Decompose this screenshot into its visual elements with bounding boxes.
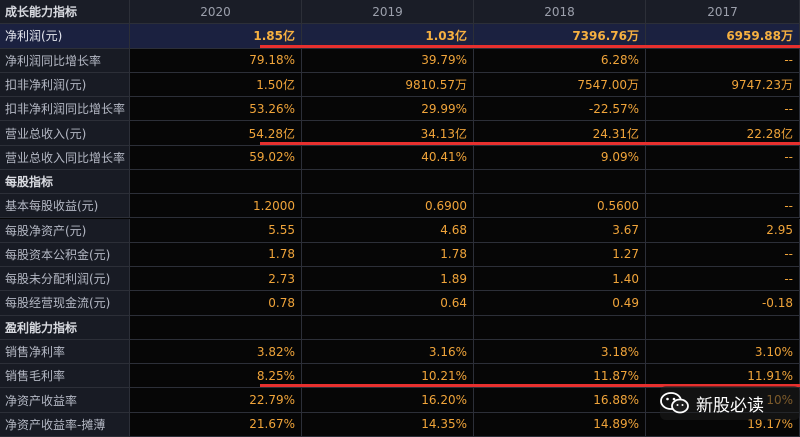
watermark: 新股必读 <box>660 386 800 420</box>
value-cell: 3.18% <box>474 339 646 365</box>
row-label: 扣非净利润(元) <box>0 72 130 98</box>
empty-cell <box>302 169 474 195</box>
empty-cell <box>130 315 302 340</box>
value-cell: 2.73 <box>130 267 302 292</box>
value-cell: -- <box>646 194 800 219</box>
value-cell: 1.85亿 <box>130 24 302 49</box>
section-label: 盈利能力指标 <box>0 315 130 340</box>
value-cell: 5.55 <box>130 218 302 243</box>
value-cell: 7396.76万 <box>474 24 646 49</box>
value-cell: 3.16% <box>302 339 474 365</box>
column-header: 2018 <box>474 0 646 25</box>
row-label: 每股经营现金流(元) <box>0 291 130 316</box>
value-cell: 1.78 <box>302 242 474 268</box>
value-cell: -- <box>646 267 800 292</box>
value-cell: 2.95 <box>646 218 800 243</box>
value-cell: 9.09% <box>474 145 646 170</box>
section-label: 每股指标 <box>0 169 130 195</box>
value-cell: 16.20% <box>302 388 474 413</box>
value-cell: 22.28亿 <box>646 121 800 146</box>
value-cell: 3.10% <box>646 339 800 365</box>
row-label: 营业总收入同比增长率 <box>0 145 130 170</box>
value-cell: -0.18 <box>646 291 800 316</box>
row-label: 净利润(元) <box>0 24 130 49</box>
value-cell: 3.67 <box>474 218 646 243</box>
watermark-text: 新股必读 <box>696 395 764 416</box>
value-cell: -- <box>646 242 800 268</box>
row-label: 销售毛利率 <box>0 364 130 389</box>
value-cell: 3.82% <box>130 339 302 365</box>
empty-cell <box>474 315 646 340</box>
value-cell: -- <box>646 97 800 122</box>
empty-cell <box>130 169 302 195</box>
row-label: 基本每股收益(元) <box>0 194 130 219</box>
value-cell: 14.35% <box>302 412 474 437</box>
value-cell: 54.28亿 <box>130 121 302 146</box>
value-cell: 0.49 <box>474 291 646 316</box>
empty-cell <box>646 169 800 195</box>
value-cell: -- <box>646 145 800 170</box>
value-cell: 0.6900 <box>302 194 474 219</box>
value-cell: 59.02% <box>130 145 302 170</box>
value-cell: 16.88% <box>474 388 646 413</box>
value-cell: 4.68 <box>302 218 474 243</box>
value-cell: 1.2000 <box>130 194 302 219</box>
value-cell: 40.41% <box>302 145 474 170</box>
value-cell: 0.64 <box>302 291 474 316</box>
row-label: 净资产收益率 <box>0 388 130 413</box>
value-cell: 29.99% <box>302 97 474 122</box>
value-cell: 6.28% <box>474 48 646 73</box>
section-header: 成长能力指标 <box>0 0 130 25</box>
row-label: 每股资本公积金(元) <box>0 242 130 268</box>
value-cell: 79.18% <box>130 48 302 73</box>
value-cell: 1.40 <box>474 267 646 292</box>
value-cell: 34.13亿 <box>302 121 474 146</box>
row-label: 扣非净利润同比增长率 <box>0 97 130 122</box>
value-cell: 0.78 <box>130 291 302 316</box>
row-label: 每股未分配利润(元) <box>0 267 130 292</box>
value-cell: 14.89% <box>474 412 646 437</box>
value-cell: 6959.88万 <box>646 24 800 49</box>
value-cell: 22.79% <box>130 388 302 413</box>
row-label: 销售净利率 <box>0 339 130 365</box>
empty-cell <box>474 169 646 195</box>
row-label: 每股净资产(元) <box>0 218 130 243</box>
value-cell: 1.03亿 <box>302 24 474 49</box>
row-label: 净利润同比增长率 <box>0 48 130 73</box>
empty-cell <box>646 315 800 340</box>
empty-cell <box>302 315 474 340</box>
value-cell: 53.26% <box>130 97 302 122</box>
value-cell: 1.27 <box>474 242 646 268</box>
value-cell: 24.31亿 <box>474 121 646 146</box>
value-cell: 1.78 <box>130 242 302 268</box>
value-cell: 0.5600 <box>474 194 646 219</box>
red-underline <box>260 45 800 48</box>
wechat-icon <box>660 392 689 414</box>
value-cell: -22.57% <box>474 97 646 122</box>
value-cell: 7547.00万 <box>474 72 646 98</box>
red-underline <box>260 384 800 387</box>
value-cell: 1.89 <box>302 267 474 292</box>
column-header: 2017 <box>646 0 800 25</box>
value-cell: 9810.57万 <box>302 72 474 98</box>
row-label: 营业总收入(元) <box>0 121 130 146</box>
value-cell: 39.79% <box>302 48 474 73</box>
value-cell: 1.50亿 <box>130 72 302 98</box>
value-cell: 21.67% <box>130 412 302 437</box>
row-label: 净资产收益率-摊薄 <box>0 412 130 437</box>
value-cell: -- <box>646 48 800 73</box>
column-header: 2019 <box>302 0 474 25</box>
value-cell: 9747.23万 <box>646 72 800 98</box>
red-underline <box>260 142 800 145</box>
column-header: 2020 <box>130 0 302 25</box>
